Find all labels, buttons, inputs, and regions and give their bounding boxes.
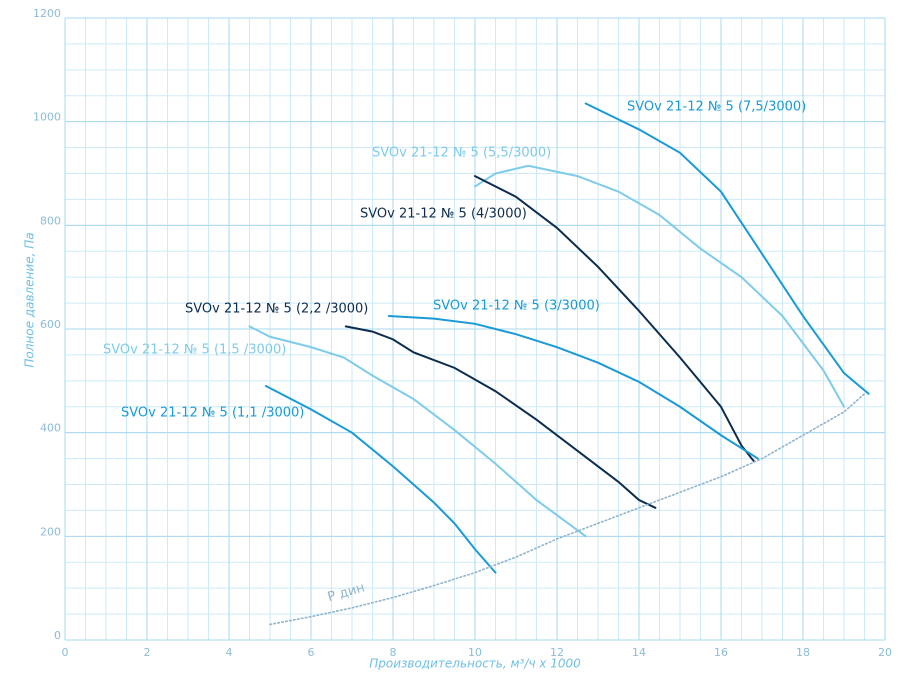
series-line [264, 385, 497, 574]
y-axis-label: Полное давление, Па [23, 232, 37, 367]
series-label: Р дин [326, 580, 367, 605]
x-tick-label: 4 [226, 646, 233, 659]
series-line [269, 392, 866, 626]
series-line [474, 175, 755, 463]
x-tick-label: 10 [468, 646, 482, 659]
x-tick-label: 12 [550, 646, 564, 659]
y-tick-label: 1200 [33, 7, 61, 20]
x-tick-label: 0 [62, 646, 69, 659]
x-tick-label: 6 [308, 646, 315, 659]
y-tick-label: 800 [40, 214, 61, 227]
y-tick-label: 0 [54, 629, 61, 642]
series-line [387, 315, 759, 460]
y-tick-label: 200 [40, 525, 61, 538]
x-tick-label: 14 [632, 646, 646, 659]
series-label: SVOv 21-12 № 5 (4/3000) [360, 207, 527, 222]
series-label: SVOv 21-12 № 5 (3/3000) [433, 299, 600, 314]
series-line [474, 164, 845, 408]
x-tick-label: 20 [878, 646, 892, 659]
series-line [248, 325, 587, 538]
x-tick-label: 2 [144, 646, 151, 659]
series-line [584, 102, 870, 395]
y-tick-label: 1000 [33, 111, 61, 124]
series-label: SVOv 21-12 № 5 (2,2 /3000) [185, 302, 368, 317]
x-tick-label: 18 [796, 646, 810, 659]
series-line [344, 325, 657, 509]
series-label: SVOv 21-12 № 5 (1,1 /3000) [121, 406, 304, 421]
series-label: SVOv 21-12 № 5 (1,5 /3000) [103, 343, 286, 358]
x-tick-label: 8 [390, 646, 397, 659]
x-tick-label: 16 [714, 646, 728, 659]
series-label: SVOv 21-12 № 5 (5,5/3000) [372, 146, 551, 161]
x-axis-label: Производительность, м³/ч x 1000 [369, 657, 581, 671]
series-label: SVOv 21-12 № 5 (7,5/3000) [627, 100, 806, 115]
y-tick-label: 400 [40, 422, 61, 435]
y-tick-label: 600 [40, 318, 61, 331]
